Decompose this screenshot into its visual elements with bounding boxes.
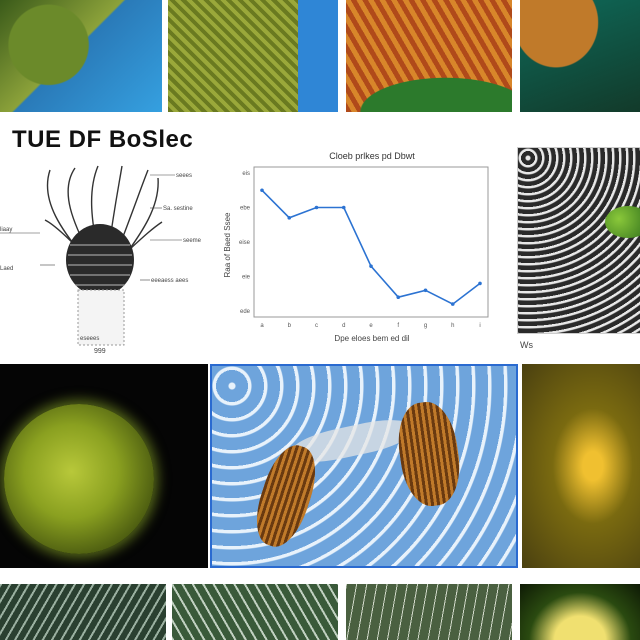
data-point [314,205,319,210]
diagram-label: seeme [183,238,202,244]
thumbnail-cells-selected[interactable] [210,364,518,568]
thumbnail-green-sphere[interactable] [0,364,208,568]
line-chart: Cloeb prlkes pd Dbwt eis ebe eise eie ede a b… [223,151,489,343]
thumbnail-leaf-texture[interactable] [0,0,162,112]
diagram-label: Sa. sestine [163,206,193,212]
diagram-label: eeeaess aees [151,278,188,284]
x-tick-label: h [451,323,454,329]
figure-title: TUE DF BoSlec [12,126,194,153]
diagram-label: seees [176,173,192,179]
x-tick-label: g [424,323,427,329]
x-tick-label: e [369,323,373,329]
data-point [341,205,346,210]
data-point [260,188,264,193]
y-tick-label: eie [242,275,251,281]
thumbnail-moss-texture[interactable] [168,0,338,112]
thumbnail-filaments-1[interactable] [0,584,166,640]
diagram-label: eseees [80,336,99,342]
x-axis-label: Dpe eloes bem ed dil [334,334,409,343]
x-tick-label: i [479,323,480,329]
thumbnail-orange-scales[interactable] [346,0,512,112]
diagram-label: Laed [0,266,13,272]
thumbnail-yellow-organism[interactable] [522,364,640,568]
diagram-label: 999 [94,348,106,355]
x-tick-label: a [260,323,264,329]
thumbnail-yellow-bloom[interactable] [520,584,640,640]
thumbnail-coral-closeup[interactable] [520,0,640,112]
data-point [423,288,428,293]
data-point [287,216,292,220]
x-tick-label: c [315,323,318,329]
plot-area [253,166,489,318]
y-tick-label: eis [242,171,250,177]
thumbnail-mesh-structure[interactable] [517,147,640,334]
diagram-label: liaay [0,227,12,233]
thumbnail-filaments-3[interactable] [346,584,512,640]
x-tick-label: f [397,323,399,329]
sphere-shape [4,404,154,554]
organism-shape [393,398,465,510]
data-point [450,302,455,306]
chart-title: Cloeb prlkes pd Dbwt [329,151,415,161]
data-point [369,264,373,268]
data-point [396,295,401,299]
data-point [478,281,482,286]
thumbnail-filaments-2[interactable] [172,584,338,640]
anatomy-diagram: seees Sa. sestine seeme liaay Laed eeeae… [0,165,202,355]
y-tick-label: ede [240,309,251,315]
mesh-caption: Ws [520,340,533,350]
y-tick-label: ebe [240,206,251,212]
y-axis-label: Raa of Baed Ssee [223,212,232,277]
y-tick-label: eise [239,240,251,246]
x-tick-label: d [342,323,345,329]
x-tick-label: b [288,323,292,329]
